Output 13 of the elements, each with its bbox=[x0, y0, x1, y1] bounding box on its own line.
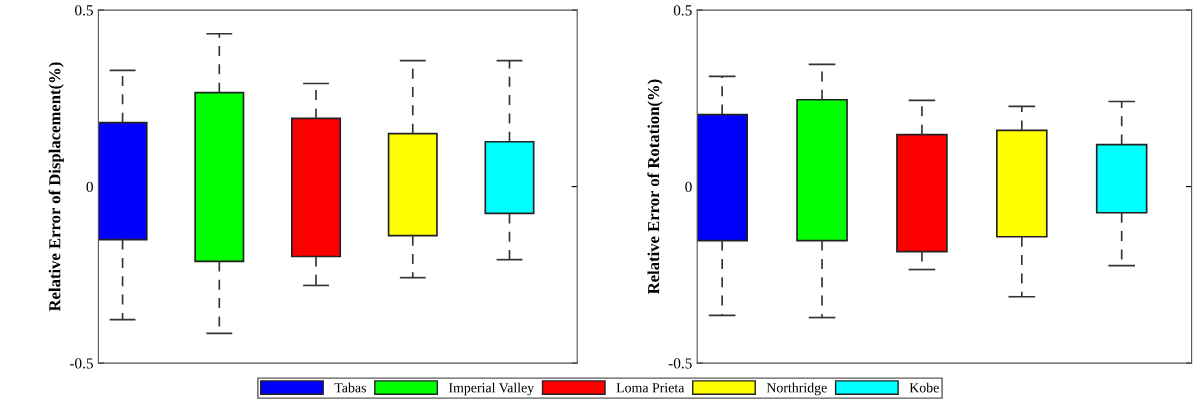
y-tick-label: 0 bbox=[685, 181, 692, 193]
y-axis-title: Relative Error of Displacement(%) bbox=[48, 62, 64, 312]
y-tick-label: 0 bbox=[86, 181, 93, 193]
y-axis-title: Relative Error of Rotation(%) bbox=[647, 79, 663, 295]
y-tick-label: -0.5 bbox=[69, 358, 93, 369]
y-tick-label: 0.5 bbox=[673, 5, 692, 16]
legend-label: Loma Prieta bbox=[616, 383, 685, 393]
y-tick-label: 0.5 bbox=[75, 5, 93, 16]
legend-label: Kobe bbox=[909, 382, 939, 393]
legend-label: Northridge bbox=[766, 382, 827, 396]
legend-label: Imperial Valley bbox=[448, 382, 535, 396]
legend-label: Tabas bbox=[334, 382, 366, 393]
y-tick-label: -0.5 bbox=[668, 358, 692, 369]
